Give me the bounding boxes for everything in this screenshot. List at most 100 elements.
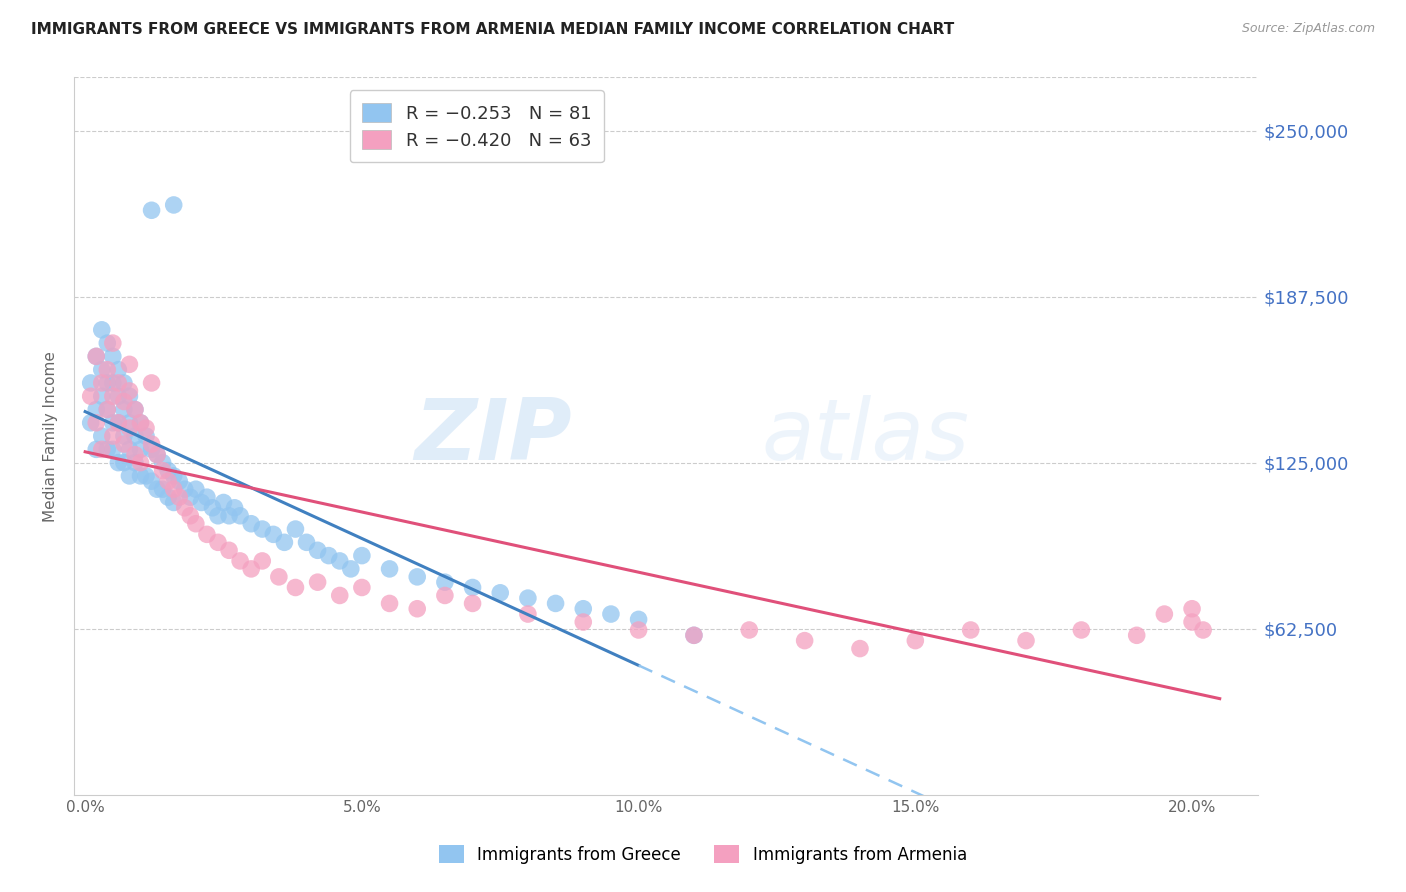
Point — [124, 429, 146, 443]
Point — [600, 607, 623, 621]
Point — [252, 554, 274, 568]
Point — [350, 549, 373, 563]
Point — [195, 490, 218, 504]
Point — [406, 601, 429, 615]
Point — [163, 198, 186, 212]
Point — [218, 543, 240, 558]
Point — [1181, 615, 1204, 629]
Point — [112, 456, 135, 470]
Point — [118, 389, 141, 403]
Point — [80, 389, 103, 403]
Point — [152, 464, 174, 478]
Point — [90, 362, 112, 376]
Point — [240, 562, 263, 576]
Point — [90, 389, 112, 403]
Point — [195, 527, 218, 541]
Point — [118, 469, 141, 483]
Y-axis label: Median Family Income: Median Family Income — [44, 351, 58, 522]
Point — [179, 490, 201, 504]
Point — [904, 633, 927, 648]
Point — [107, 456, 129, 470]
Point — [461, 581, 484, 595]
Point — [90, 376, 112, 390]
Point — [433, 575, 456, 590]
Point — [406, 570, 429, 584]
Point — [267, 570, 290, 584]
Point — [141, 376, 163, 390]
Point — [1070, 623, 1092, 637]
Point — [129, 456, 152, 470]
Point — [124, 402, 146, 417]
Point — [683, 628, 706, 642]
Point — [433, 589, 456, 603]
Point — [101, 336, 124, 351]
Legend: R = −0.253   N = 81, R = −0.420   N = 63: R = −0.253 N = 81, R = −0.420 N = 63 — [350, 90, 605, 162]
Point — [96, 336, 118, 351]
Point — [80, 376, 103, 390]
Point — [683, 628, 706, 642]
Point — [179, 508, 201, 523]
Point — [96, 376, 118, 390]
Point — [141, 474, 163, 488]
Point — [793, 633, 815, 648]
Point — [273, 535, 295, 549]
Point — [101, 416, 124, 430]
Point — [224, 500, 246, 515]
Point — [163, 469, 186, 483]
Point — [80, 416, 103, 430]
Point — [1153, 607, 1175, 621]
Point — [124, 448, 146, 462]
Point — [107, 389, 129, 403]
Point — [129, 416, 152, 430]
Point — [135, 429, 157, 443]
Point — [107, 362, 129, 376]
Point — [90, 429, 112, 443]
Point — [252, 522, 274, 536]
Point — [849, 641, 872, 656]
Point — [1192, 623, 1215, 637]
Point — [461, 596, 484, 610]
Point — [173, 482, 195, 496]
Point — [118, 384, 141, 398]
Text: Source: ZipAtlas.com: Source: ZipAtlas.com — [1241, 22, 1375, 36]
Point — [240, 516, 263, 531]
Point — [141, 442, 163, 457]
Point — [212, 495, 235, 509]
Point — [295, 535, 318, 549]
Point — [135, 421, 157, 435]
Point — [572, 601, 595, 615]
Point — [135, 469, 157, 483]
Point — [157, 474, 180, 488]
Point — [544, 596, 567, 610]
Point — [284, 581, 307, 595]
Point — [340, 562, 363, 576]
Point — [207, 535, 229, 549]
Point — [84, 416, 107, 430]
Point — [167, 474, 190, 488]
Point — [516, 591, 538, 606]
Point — [146, 482, 169, 496]
Point — [146, 448, 169, 462]
Point — [90, 323, 112, 337]
Point — [184, 482, 207, 496]
Point — [101, 389, 124, 403]
Point — [1015, 633, 1038, 648]
Point — [184, 516, 207, 531]
Point — [141, 203, 163, 218]
Point — [84, 402, 107, 417]
Point — [229, 508, 252, 523]
Point — [350, 581, 373, 595]
Point — [107, 376, 129, 390]
Point — [96, 442, 118, 457]
Point — [167, 490, 190, 504]
Point — [84, 442, 107, 457]
Point — [129, 442, 152, 457]
Point — [118, 421, 141, 435]
Point — [627, 612, 650, 626]
Point — [157, 490, 180, 504]
Point — [262, 527, 284, 541]
Point — [112, 394, 135, 409]
Point — [107, 416, 129, 430]
Point — [207, 508, 229, 523]
Point — [118, 357, 141, 371]
